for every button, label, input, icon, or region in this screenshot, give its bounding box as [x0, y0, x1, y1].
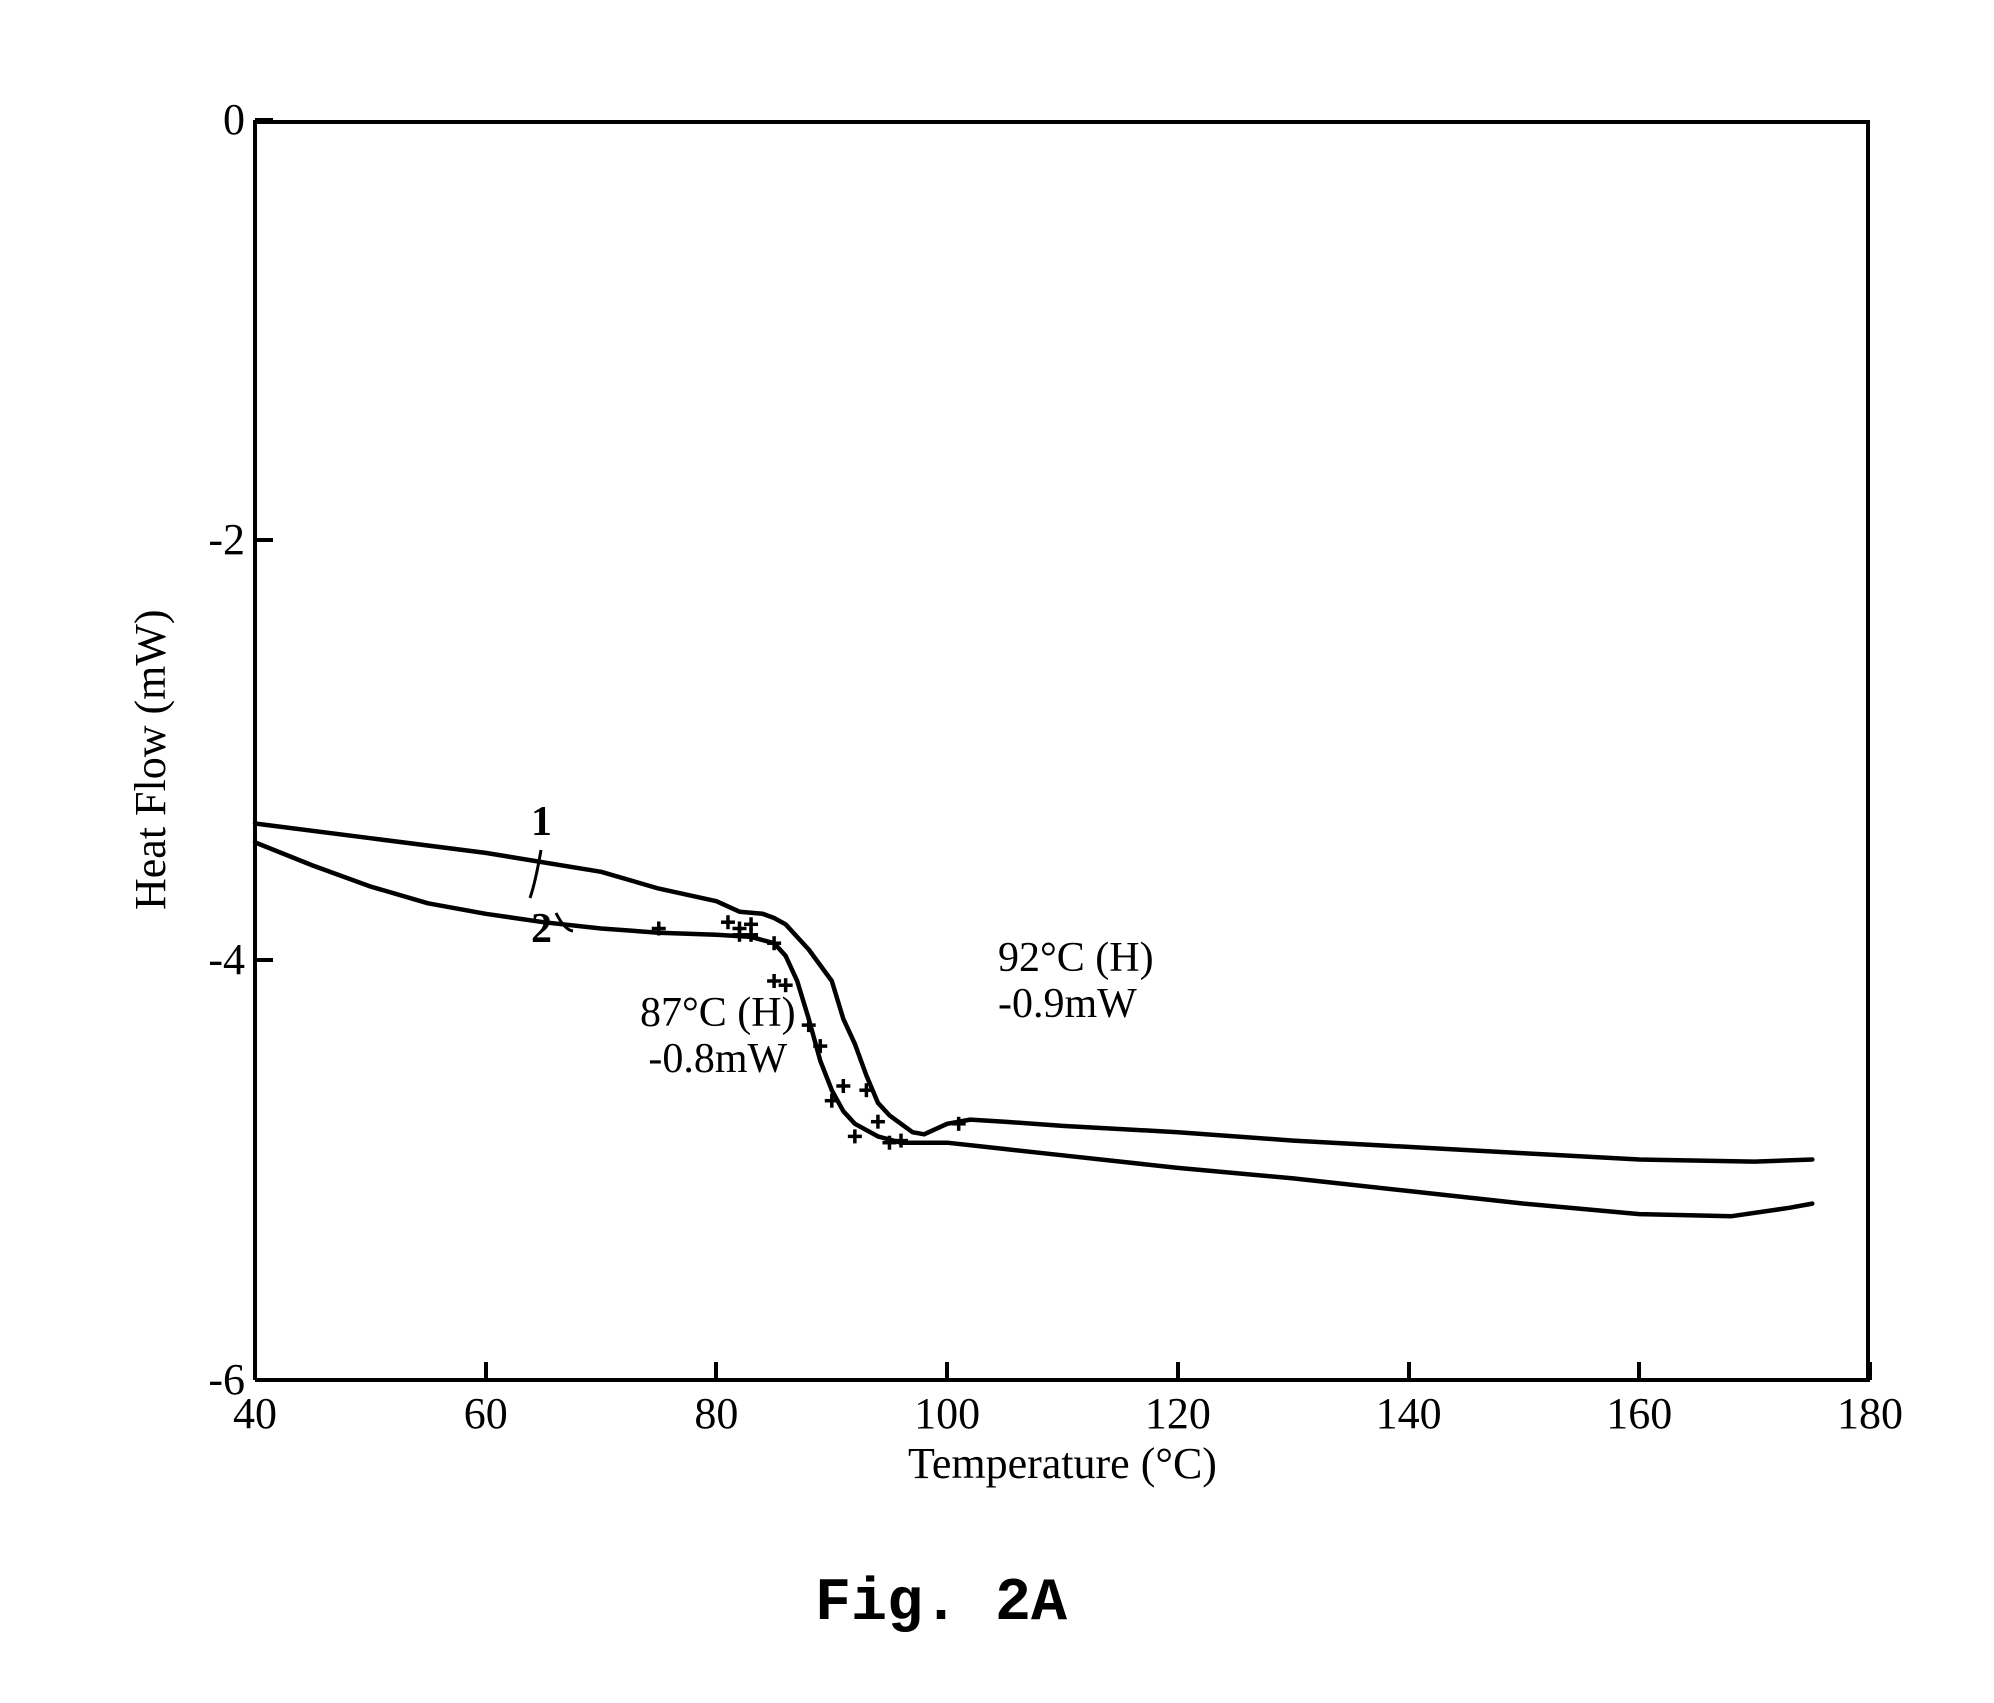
series-2-label: 2 [531, 905, 552, 953]
series-2-marker [848, 1129, 862, 1143]
annotation-87c-line2: -0.8mW [640, 1036, 796, 1082]
svg-layer [0, 0, 1994, 1703]
annotation-87c-line1: 87°C (H) [640, 990, 796, 1036]
series-1-label: 1 [531, 798, 552, 846]
series-1-marker [894, 1134, 908, 1148]
series-1-marker [836, 1079, 850, 1093]
annotation-87c: 87°C (H) -0.8mW [640, 990, 796, 1082]
series-2-curve [255, 842, 1812, 1216]
figure-caption: Fig. 2A [815, 1570, 1067, 1638]
annotation-92c-line1: 92°C (H) [998, 935, 1154, 981]
annotation-92c-line2: -0.9mW [998, 981, 1154, 1027]
annotation-92c: 92°C (H) -0.9mW [998, 935, 1154, 1027]
figure-canvas: 406080100120140160180 0-2-4-6 Temperatur… [0, 0, 1994, 1703]
series-1-leader [530, 850, 541, 898]
series-1-marker [871, 1115, 885, 1129]
